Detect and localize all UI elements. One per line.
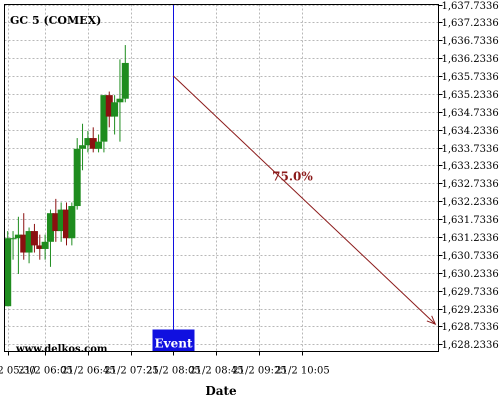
y-tick-label: 1,631.2336 bbox=[442, 233, 499, 244]
candle-up bbox=[57, 209, 65, 232]
y-tick-label: 1,635.2336 bbox=[442, 90, 499, 101]
event-label: Event bbox=[154, 337, 192, 351]
candle-up bbox=[79, 145, 87, 149]
y-tick-label: 1,631.7336 bbox=[442, 215, 499, 226]
projection-layer: 75.0% bbox=[173, 75, 437, 325]
y-tick-label: 1,637.2336 bbox=[442, 18, 499, 29]
projection-line bbox=[173, 75, 436, 325]
y-tick-label: 1,630.2336 bbox=[442, 269, 499, 280]
y-axis: 1,628.2336 1,628.7336 1,629.2336 1,629.7336… bbox=[438, 1, 499, 351]
plot-frame bbox=[4, 4, 439, 352]
projection-label: 75.0% bbox=[272, 170, 313, 184]
candle-down bbox=[89, 138, 97, 149]
candle-up bbox=[9, 238, 17, 240]
x-tick-label: 21/2 06:45 bbox=[61, 366, 115, 377]
candles bbox=[4, 45, 129, 307]
x-tick-label: 21/2 08:45 bbox=[189, 366, 243, 377]
candle-up bbox=[95, 141, 103, 149]
candle-down bbox=[63, 209, 70, 239]
candle-up bbox=[100, 95, 108, 142]
candle-up bbox=[41, 241, 49, 249]
y-tick-label: 1,633.7336 bbox=[442, 144, 499, 155]
y-tick-label: 1,629.2336 bbox=[442, 305, 499, 316]
x-axis-label: Date bbox=[205, 384, 237, 398]
y-tick-label: 1,634.7336 bbox=[442, 108, 499, 119]
x-tick-label: 21/2 08:05 bbox=[146, 366, 200, 377]
x-tick-label: 21/2 06:05 bbox=[18, 366, 72, 377]
y-tick-label: 1,633.2336 bbox=[442, 161, 499, 172]
projection-arrowhead bbox=[426, 315, 437, 325]
x-tick-label: 21/2 10:05 bbox=[275, 366, 329, 377]
y-tick-label: 1,636.7336 bbox=[442, 36, 499, 47]
candle-up bbox=[14, 234, 22, 239]
candle-up bbox=[25, 231, 33, 253]
y-tick-label: 1,636.2336 bbox=[442, 54, 499, 65]
y-tick-label: 1,635.7336 bbox=[442, 72, 499, 83]
candle-down bbox=[36, 245, 44, 249]
candle-up bbox=[84, 138, 92, 146]
chart-title: GC 5 (COMEX) bbox=[10, 14, 101, 27]
y-tick-label: 1,632.2336 bbox=[442, 197, 499, 208]
candle-up bbox=[111, 102, 119, 117]
x-tick-label: 21/2 09:25 bbox=[232, 366, 286, 377]
y-tick-label: 1,630.7336 bbox=[442, 251, 499, 262]
candle-down bbox=[52, 213, 60, 232]
candle-up bbox=[4, 238, 12, 307]
candle-up bbox=[121, 62, 129, 99]
y-tick-label: 1,629.7336 bbox=[442, 287, 499, 298]
y-tick-label: 1,632.7336 bbox=[442, 179, 499, 190]
event-layer: Event bbox=[152, 4, 195, 352]
candle-up bbox=[73, 148, 81, 207]
x-tick-label: 21/2 05:30 bbox=[0, 366, 36, 377]
event-badge bbox=[152, 329, 195, 352]
candle-down bbox=[105, 95, 113, 117]
y-tick-label: 1,634.2336 bbox=[442, 126, 499, 137]
candle-up bbox=[46, 213, 54, 242]
x-tick-label: 21/2 07:25 bbox=[104, 366, 158, 377]
candle-down bbox=[20, 234, 28, 253]
watermark: www.delkos.com bbox=[15, 344, 108, 355]
y-tick-label: 1,637.7336 bbox=[442, 1, 499, 12]
candle-down bbox=[30, 231, 38, 246]
candle-up bbox=[68, 206, 76, 239]
candle-up bbox=[116, 98, 124, 103]
y-tick-label: 1,628.2336 bbox=[442, 340, 499, 351]
y-tick-label: 1,628.7336 bbox=[442, 322, 499, 333]
